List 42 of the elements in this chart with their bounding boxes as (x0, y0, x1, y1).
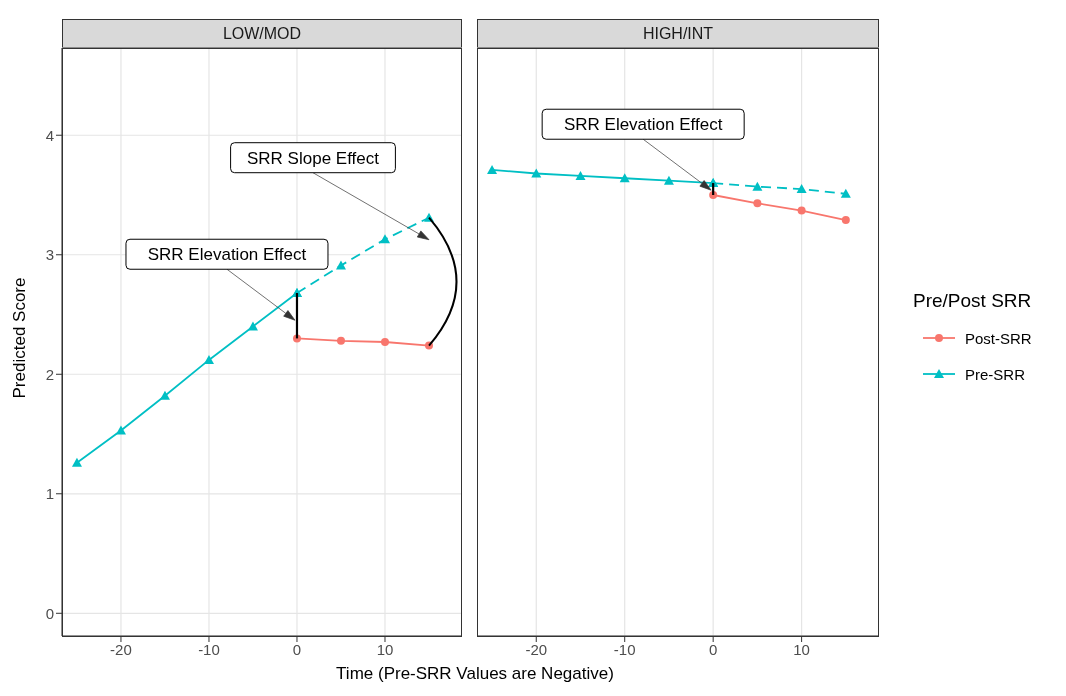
annotation: SRR Elevation Effect (563, 115, 723, 135)
point (336, 336, 345, 345)
point (797, 206, 806, 215)
chart-title: LOW/MOD (62, 19, 462, 48)
legend-title: Pre/Post SRR (913, 290, 1032, 312)
point (159, 390, 170, 400)
point (335, 260, 346, 270)
point (619, 173, 630, 183)
chart-title: HIGH/INT (477, 19, 879, 48)
y-tick-label: 2 (45, 365, 54, 383)
x-tick-label: 0 (292, 640, 302, 658)
x-tick-label: 10 (376, 640, 394, 658)
point (487, 164, 498, 174)
y-tick-label: 0 (45, 604, 54, 622)
point (575, 170, 586, 180)
y-tick-label: 1 (45, 485, 54, 503)
y-axis-title: Predicted Score (10, 276, 30, 401)
annotation: SRR Elevation Effect (147, 245, 307, 265)
point (663, 175, 674, 185)
point (380, 338, 389, 346)
point (71, 457, 82, 467)
x-tick-label: -10 (613, 640, 636, 658)
x-tick-label: 0 (708, 640, 718, 658)
x-tick-label: -20 (110, 640, 132, 658)
point (841, 216, 850, 225)
point (752, 181, 763, 191)
point (203, 354, 214, 364)
point (840, 188, 851, 198)
x-tick-label: -20 (525, 640, 548, 658)
y-tick-label: 4 (45, 126, 54, 144)
point (796, 184, 807, 194)
point (247, 321, 258, 331)
point (753, 199, 762, 208)
y-tick-label: 3 (45, 246, 54, 264)
x-axis-title: Time (Pre-SRR Values are Negative) (335, 664, 615, 684)
point (115, 425, 126, 435)
point (379, 234, 390, 244)
legend-label: Post-SRR (965, 329, 1032, 347)
x-tick-label: 10 (793, 640, 810, 658)
x-tick-label: -10 (198, 640, 220, 658)
annotation: SRR Slope Effect (247, 148, 380, 168)
legend-label: Pre-SRR (965, 365, 1026, 383)
